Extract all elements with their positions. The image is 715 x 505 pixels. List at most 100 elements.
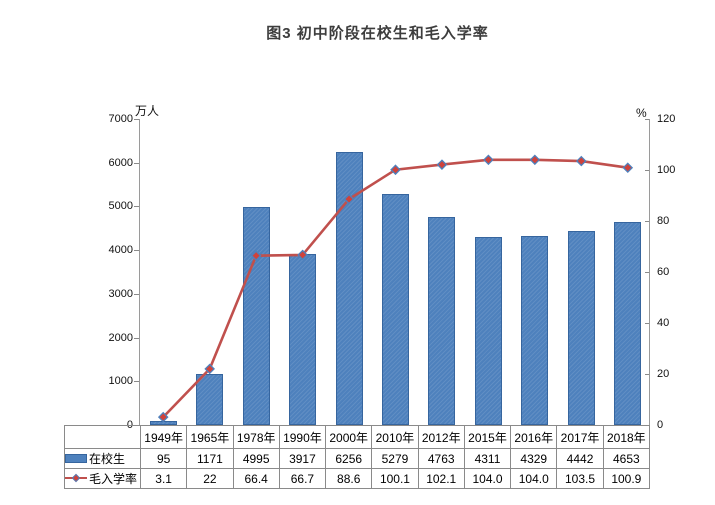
right-axis-tick-label: 0 (657, 419, 664, 431)
diamond-marker-2018年 (622, 162, 634, 174)
value-cell: 104.0 (463, 468, 512, 489)
bar-1990年 (289, 254, 316, 425)
data-table: 1949年 1965年 1978年 1990年 2000年 2010年 2012年 2015年… (64, 425, 651, 489)
value-cell: 4442 (556, 448, 604, 469)
diamond-marker-2000年 (343, 193, 355, 205)
category-cell: 1949年 (139, 425, 188, 449)
category-cell: 2016年 (510, 425, 558, 449)
category-cell: 1978年 (232, 425, 280, 449)
series-name: 在校生 (89, 452, 126, 466)
left-axis-tick-label: 1000 (108, 375, 133, 388)
right-axis-unit-label: % (636, 106, 647, 120)
bar-series-swatch-icon (65, 454, 87, 463)
diamond-marker-2012年 (436, 159, 448, 170)
series-row-enrolled-students: 在校生 95 1171 4995 3917 6256 5279 4763 4311 4329 444… (64, 448, 651, 469)
diamond-marker-1978年 (250, 250, 262, 261)
left-axis-unit-label: 万人 (135, 104, 160, 118)
left-axis-tick-label: 3000 (108, 287, 133, 300)
value-cell: 3917 (278, 448, 327, 469)
value-cell: 6256 (325, 448, 373, 469)
chart-title: 图3 初中阶段在校生和毛入学率 (266, 25, 489, 42)
category-cell: 1990年 (278, 425, 327, 449)
value-cell: 88.6 (325, 468, 373, 489)
category-cell: 2012年 (417, 425, 465, 449)
right-axis-tick-mark (645, 119, 650, 120)
bar-2010年 (382, 194, 409, 425)
category-cell: 2000年 (325, 425, 373, 449)
left-axis-tick-label: 4000 (108, 244, 133, 257)
category-cell: 2015年 (463, 425, 512, 449)
plot-area (139, 119, 650, 425)
right-axis-tick-label: 40 (657, 317, 670, 329)
left-axis-tick-label: 7000 (108, 113, 133, 125)
right-axis-tick-mark (645, 221, 650, 222)
left-axis-tick-label: 2000 (108, 331, 133, 344)
value-cell: 4311 (463, 448, 512, 469)
value-cell: 100.9 (602, 468, 651, 489)
left-axis-tick-mark (134, 293, 139, 295)
value-cell: 5279 (371, 448, 419, 469)
diamond-marker-2016年 (529, 154, 541, 166)
category-cell: 1965年 (186, 425, 234, 449)
series-row-gross-enrollment-rate: 毛入学率 3.1 22 66.4 66.7 88.6 100.1 102.1 104.0 104.… (64, 468, 651, 489)
right-axis-tick-label: 20 (657, 368, 670, 380)
bar-2015年 (475, 237, 502, 425)
diamond-marker-1965年 (204, 363, 216, 375)
legend-entry: 在校生 (65, 450, 140, 467)
value-cell: 66.7 (278, 468, 327, 489)
value-cell: 100.1 (371, 468, 419, 489)
diamond-marker-2010年 (390, 164, 401, 176)
value-cell: 1171 (186, 448, 234, 469)
value-cell: 103.5 (556, 468, 604, 489)
value-cell: 102.1 (417, 468, 465, 489)
table-corner-spacer (64, 425, 141, 449)
left-axis-tick-mark (134, 381, 139, 383)
legend-cell-enrolled-students: 在校生 (64, 448, 141, 469)
value-cell: 4995 (232, 448, 280, 469)
right-axis-tick-mark (645, 170, 650, 171)
bar-2012年 (428, 217, 455, 425)
left-axis-tick-mark (134, 250, 139, 252)
category-row: 1949年 1965年 1978年 1990年 2000年 2010年 2012年 2015年… (64, 425, 651, 449)
legend-cell-gross-enrollment-rate: 毛入学率 (64, 468, 141, 489)
left-axis-tick-mark (134, 337, 139, 339)
value-cell: 4763 (417, 448, 465, 469)
category-cell: 2010年 (371, 425, 419, 449)
right-axis-tick-mark (645, 374, 650, 375)
right-axis-tick-label: 120 (657, 113, 676, 125)
right-axis-tick-label: 100 (657, 164, 676, 176)
line-series-swatch-icon (65, 473, 87, 483)
left-axis-tick-mark (134, 162, 139, 164)
left-axis-tick-label: 5000 (108, 200, 133, 213)
line-path (162, 158, 628, 419)
right-axis-tick-mark (645, 272, 650, 273)
value-cell: 22 (186, 468, 234, 489)
right-axis-tick-mark (645, 323, 650, 324)
diamond-marker-2017年 (575, 155, 587, 167)
left-axis-tick-mark (134, 119, 139, 120)
bar-2018年 (614, 222, 641, 425)
value-cell: 4329 (510, 448, 558, 469)
value-cell: 66.4 (232, 468, 280, 489)
bar-2017年 (568, 231, 595, 425)
right-axis-tick-label: 60 (657, 266, 670, 278)
value-cell: 95 (139, 448, 188, 469)
left-axis-tick-mark (134, 206, 139, 208)
bar-1965年 (196, 374, 223, 425)
series-name: 毛入学率 (89, 472, 138, 486)
diamond-marker-1949年 (157, 411, 169, 423)
legend-entry: 毛入学率 (65, 470, 140, 487)
bar-2016年 (521, 236, 548, 425)
category-cell: 2017年 (556, 425, 604, 449)
gross-enrollment-rate-line (157, 154, 634, 423)
bar-1978年 (243, 207, 270, 425)
right-axis-tick-label: 80 (657, 215, 670, 227)
value-cell: 104.0 (510, 468, 558, 489)
category-cell: 2018年 (602, 425, 651, 449)
left-axis-tick-label: 6000 (108, 156, 133, 169)
value-cell: 4653 (602, 448, 651, 469)
line-swatch-diamond (71, 473, 81, 483)
value-cell: 3.1 (139, 468, 188, 489)
diamond-marker-2015年 (483, 154, 494, 166)
